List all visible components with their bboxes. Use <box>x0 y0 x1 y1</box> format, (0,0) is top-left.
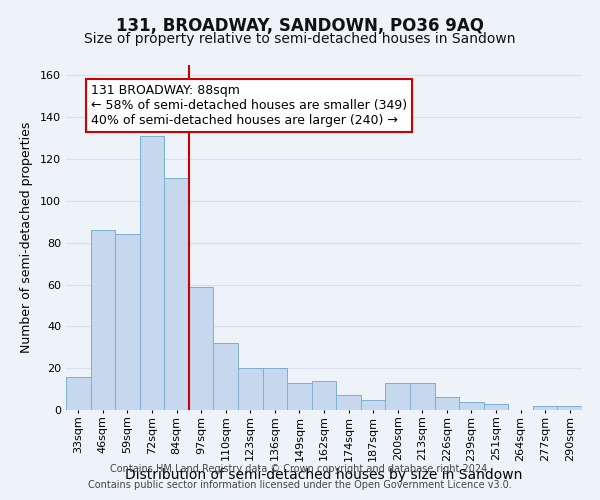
X-axis label: Distribution of semi-detached houses by size in Sandown: Distribution of semi-detached houses by … <box>125 468 523 481</box>
Bar <box>115 234 140 410</box>
Bar <box>557 406 582 410</box>
Bar <box>312 380 336 410</box>
Bar <box>66 376 91 410</box>
Bar <box>484 404 508 410</box>
Y-axis label: Number of semi-detached properties: Number of semi-detached properties <box>20 122 33 353</box>
Bar <box>91 230 115 410</box>
Text: Contains public sector information licensed under the Open Government Licence v3: Contains public sector information licen… <box>88 480 512 490</box>
Bar <box>385 383 410 410</box>
Text: 131 BROADWAY: 88sqm
← 58% of semi-detached houses are smaller (349)
40% of semi-: 131 BROADWAY: 88sqm ← 58% of semi-detach… <box>91 84 407 127</box>
Bar <box>189 286 214 410</box>
Bar <box>336 396 361 410</box>
Bar <box>533 406 557 410</box>
Text: Size of property relative to semi-detached houses in Sandown: Size of property relative to semi-detach… <box>84 32 516 46</box>
Bar <box>361 400 385 410</box>
Bar <box>410 383 434 410</box>
Bar <box>287 383 312 410</box>
Bar <box>434 398 459 410</box>
Text: 131, BROADWAY, SANDOWN, PO36 9AQ: 131, BROADWAY, SANDOWN, PO36 9AQ <box>116 18 484 36</box>
Bar <box>263 368 287 410</box>
Bar <box>214 343 238 410</box>
Bar <box>238 368 263 410</box>
Text: Contains HM Land Registry data © Crown copyright and database right 2024.: Contains HM Land Registry data © Crown c… <box>110 464 490 474</box>
Bar <box>140 136 164 410</box>
Bar <box>459 402 484 410</box>
Bar <box>164 178 189 410</box>
